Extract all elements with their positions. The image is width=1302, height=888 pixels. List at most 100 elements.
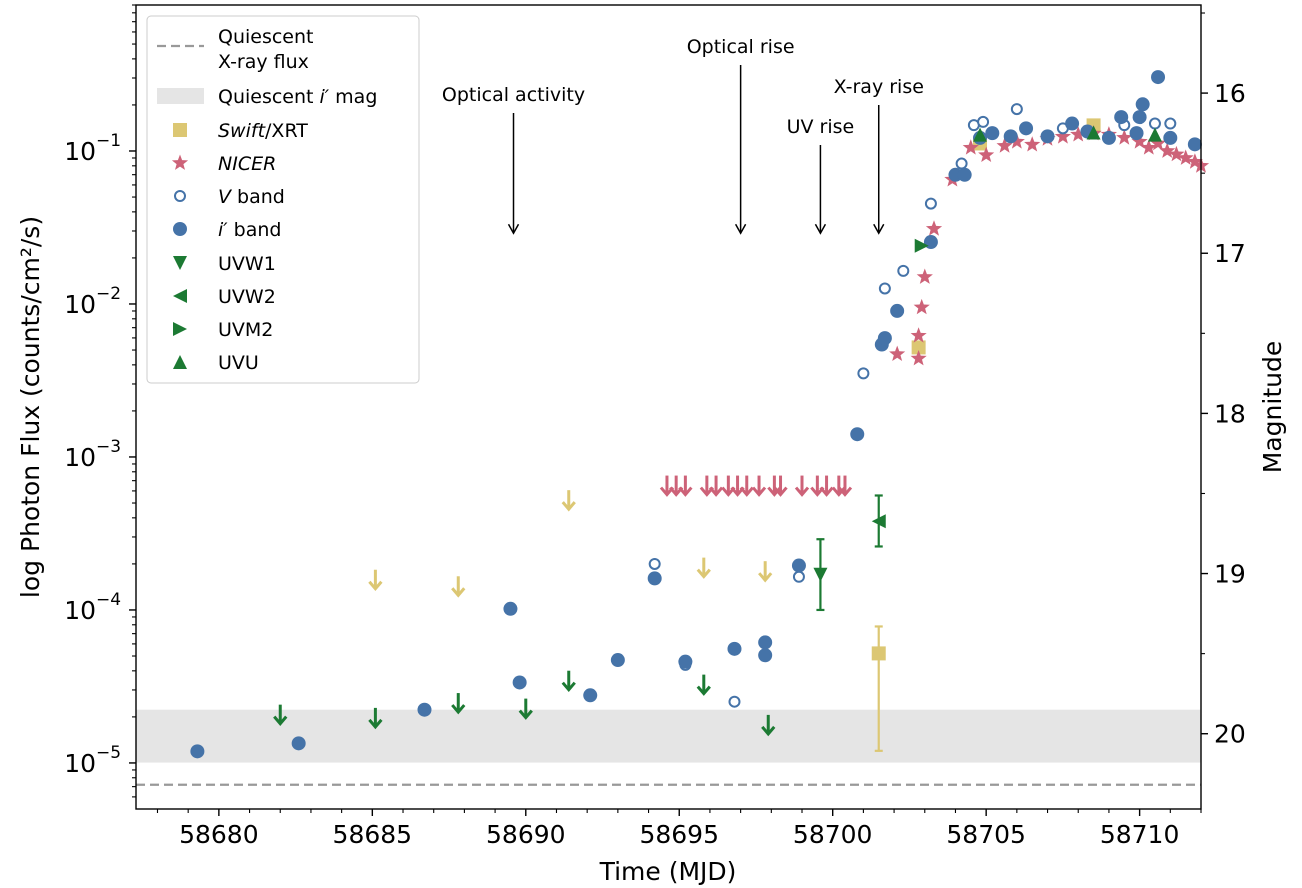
data-point: [1151, 70, 1166, 85]
data-point: [914, 238, 929, 253]
upper-limit-arrow: [837, 475, 853, 497]
upper-limit-arrow-head: [696, 568, 711, 579]
x-tick-label: 58705: [946, 820, 1026, 849]
upper-limit-arrow-head: [678, 486, 693, 497]
data-point: [897, 264, 910, 277]
data-point: [647, 571, 662, 586]
y-tick-exponent: −5: [96, 743, 121, 763]
y-tick-exponent: −1: [96, 131, 121, 151]
data-point: [1003, 129, 1018, 144]
data-point: [190, 744, 205, 759]
data-point: [1114, 110, 1129, 125]
data-point: [871, 514, 886, 529]
legend-label: V band: [218, 186, 285, 208]
upper-limit-arrow: [739, 475, 754, 497]
legend-swatch-marker: [173, 256, 187, 270]
data-point: [1149, 135, 1167, 151]
data-point: [1132, 110, 1147, 125]
upper-limit-arrow-head: [708, 486, 724, 497]
data-point: [1177, 149, 1194, 165]
data-point: [890, 303, 905, 318]
x-tick-label: 58700: [793, 820, 873, 849]
upper-limit-arrow-head: [561, 681, 576, 693]
legend-label: Quiescent: [218, 26, 314, 48]
y-tick-label: 10: [64, 443, 96, 472]
data-point: [678, 654, 693, 669]
data-point: [1086, 125, 1101, 140]
data-point: [1187, 137, 1202, 152]
x-tick-label: 58710: [1100, 820, 1180, 849]
annotation-label: Optical rise: [687, 36, 795, 58]
annotation-arrow-head: [507, 223, 520, 235]
y2-tick-label: 20: [1214, 720, 1246, 749]
y-tick-exponent: −4: [96, 590, 121, 610]
legend-swatch-marker: [173, 123, 187, 137]
data-point: [813, 567, 828, 582]
annotation-label: Optical activity: [442, 84, 585, 106]
quiescent-i-band-shading: [136, 709, 1201, 763]
legend-label: i′ band: [218, 219, 281, 241]
data-point: [728, 695, 741, 708]
upper-limit-arrow: [368, 569, 383, 592]
upper-limit-arrow-head: [368, 718, 383, 730]
legend-item: Swift/XRT: [173, 120, 308, 142]
x-axis-title: Time (MJD): [599, 857, 737, 886]
upper-limit-arrow-head: [368, 580, 383, 592]
annotation-label: UV rise: [787, 116, 855, 138]
data-point: [977, 115, 990, 128]
legend-item: UVM2: [173, 319, 273, 341]
data-point: [1140, 139, 1157, 155]
upper-limit-arrow-head: [696, 685, 711, 696]
quiescent-band-rect: [136, 709, 1201, 763]
data-point: [291, 736, 306, 751]
data-point: [878, 282, 891, 295]
upper-limit-arrow: [368, 707, 383, 730]
data-point: [1186, 153, 1203, 169]
x-tick-label: 58690: [486, 820, 566, 849]
annotation-layer: Optical activity Optical rise UV rise X-ray…: [442, 36, 924, 235]
data-point: [583, 688, 598, 703]
legend-item: UVW1: [173, 253, 276, 275]
upper-limit-arrow: [273, 704, 288, 726]
annotation-arrow-head: [734, 223, 747, 235]
y2-tick-label: 17: [1214, 239, 1246, 268]
data-point: [758, 648, 773, 663]
legend-label: UVU: [218, 352, 259, 374]
upper-limit-arrow-head: [758, 572, 773, 583]
data-point: [1019, 121, 1034, 136]
x-tick-label: 58685: [333, 820, 413, 849]
legend-swatch-marker: [171, 154, 189, 170]
data-point: [1164, 117, 1177, 130]
data-point: [1135, 97, 1150, 112]
data-point: [910, 350, 927, 366]
data-point: [978, 146, 995, 162]
data-point: [1008, 133, 1025, 149]
data-point: [1168, 145, 1185, 162]
data-point: [1147, 127, 1162, 142]
data-point: [973, 127, 988, 142]
upper-limit-arrow: [451, 693, 466, 715]
legend-label: NICER: [218, 153, 276, 175]
upper-limit-arrow-head: [451, 704, 466, 715]
legend-box: [146, 15, 420, 384]
upper-limit-arrow: [773, 475, 788, 497]
upper-limit-arrow-head: [773, 486, 788, 497]
x-tick-label: 58695: [639, 820, 719, 849]
series-triangle-right: [914, 238, 929, 253]
annotation-label: X-ray rise: [834, 76, 924, 98]
data-point: [996, 137, 1013, 153]
data-point: [1159, 142, 1176, 158]
legend-item: i′ band: [173, 219, 281, 241]
legend-swatch-marker: [173, 322, 187, 336]
upper-limit-arrow-head: [739, 486, 754, 497]
data-point: [911, 340, 926, 355]
data-point: [985, 126, 1000, 141]
data-point: [871, 646, 886, 661]
upper-limit-arrow-head: [794, 486, 810, 497]
data-point: [610, 653, 625, 668]
upper-limit-arrow-head: [761, 725, 776, 737]
upper-limit-arrow: [561, 490, 576, 512]
legend-item: Quiescent i′ mag: [157, 86, 377, 108]
